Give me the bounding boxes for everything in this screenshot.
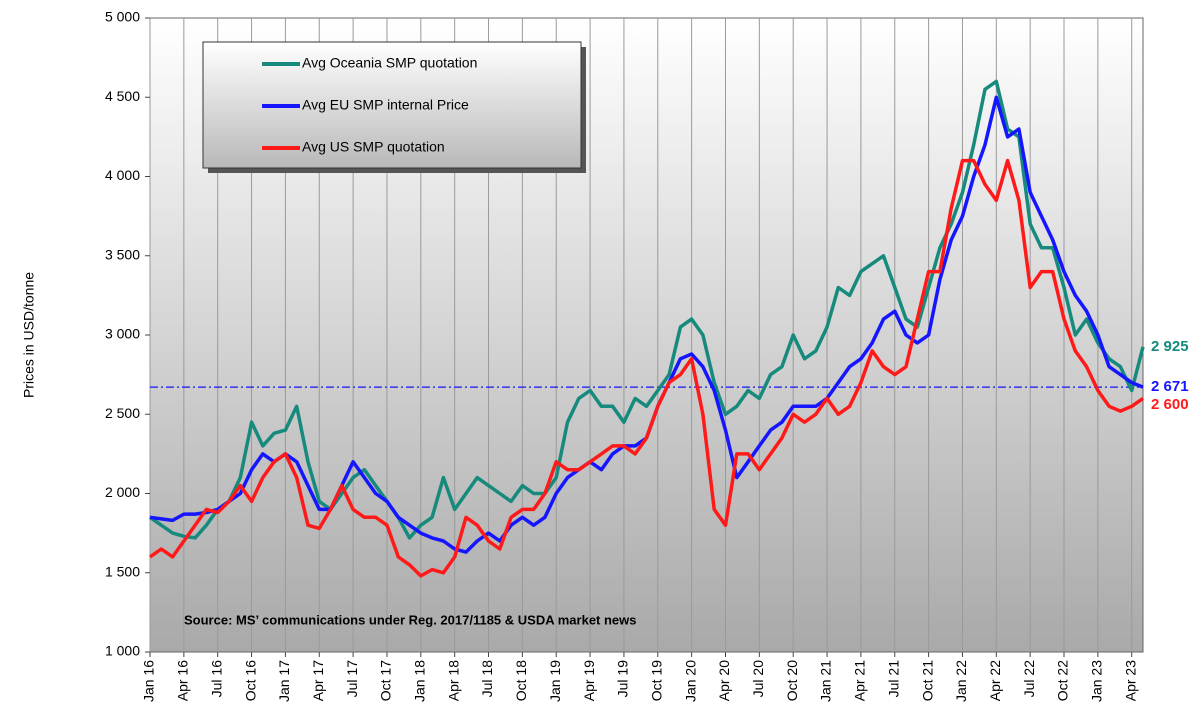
annotation: Source: MS’ communications under Reg. 20… <box>184 612 637 627</box>
x-tick-label: Jan 19 <box>547 660 563 702</box>
x-tick-label: Oct 22 <box>1055 660 1071 701</box>
y-tick-label: 1 500 <box>105 563 140 579</box>
end-label: 2 600 <box>1151 396 1189 413</box>
x-tick-label: Apr 23 <box>1122 660 1138 701</box>
x-tick-label: Jul 20 <box>750 660 766 698</box>
legend-label: Avg Oceania SMP quotation <box>302 55 477 71</box>
x-tick-label: Jul 21 <box>885 660 901 698</box>
y-tick-label: 3 500 <box>105 246 140 262</box>
x-tick-label: Jan 18 <box>412 660 428 702</box>
x-tick-label: Jan 22 <box>953 660 969 702</box>
y-tick-label: 4 500 <box>105 88 140 104</box>
end-label: 2 671 <box>1151 378 1189 395</box>
x-tick-label: Apr 19 <box>581 660 597 701</box>
legend-label: Avg US SMP quotation <box>302 139 445 155</box>
legend-label: Avg EU SMP internal Price <box>302 97 469 113</box>
x-tick-label: Jul 17 <box>344 660 360 698</box>
x-tick-label: Jul 16 <box>208 660 224 698</box>
x-tick-label: Jul 19 <box>615 660 631 698</box>
x-tick-label: Apr 22 <box>987 660 1003 701</box>
x-tick-label: Apr 17 <box>310 660 326 701</box>
x-tick-label: Apr 18 <box>445 660 461 701</box>
y-tick-label: 3 000 <box>105 326 140 342</box>
y-tick-label: 2 000 <box>105 484 140 500</box>
y-tick-label: 2 500 <box>105 405 140 421</box>
x-tick-label: Jan 21 <box>818 660 834 702</box>
x-tick-label: Oct 21 <box>919 660 935 701</box>
x-tick-label: Apr 16 <box>175 660 191 701</box>
x-tick-label: Jan 17 <box>276 660 292 702</box>
x-tick-label: Apr 21 <box>852 660 868 701</box>
x-tick-label: Apr 20 <box>716 660 732 701</box>
x-tick-label: Oct 17 <box>378 660 394 701</box>
series-line <box>148 158 1145 578</box>
y-tick-label: 4 000 <box>105 167 140 183</box>
x-tick-label: Jan 16 <box>141 660 157 702</box>
y-tick-label: 5 000 <box>105 9 140 25</box>
y-tick-label: 1 000 <box>105 643 140 659</box>
x-tick-label: Oct 19 <box>648 660 664 701</box>
x-tick-label: Oct 16 <box>242 660 258 701</box>
x-tick-label: Oct 20 <box>784 660 800 701</box>
x-tick-label: Jul 18 <box>479 660 495 698</box>
end-label: 2 925 <box>1151 338 1189 355</box>
series-line <box>148 79 1145 540</box>
x-tick-label: Jan 23 <box>1089 660 1105 702</box>
y-axis-label: Prices in USD/tonne <box>21 272 37 398</box>
x-tick-label: Jul 22 <box>1021 660 1037 698</box>
x-tick-label: Oct 18 <box>513 660 529 701</box>
x-tick-label: Jan 20 <box>682 660 698 702</box>
